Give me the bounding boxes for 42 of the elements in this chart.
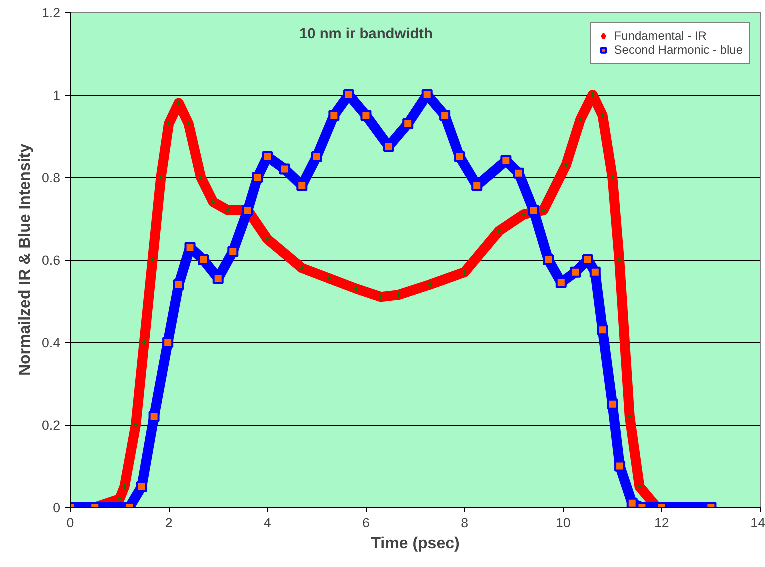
point xyxy=(570,266,582,278)
point xyxy=(360,110,372,122)
point xyxy=(402,118,414,130)
legend-label: Fundamental - IR xyxy=(614,29,707,43)
point xyxy=(198,254,210,266)
y-tick-label: 0.8 xyxy=(42,170,61,186)
point xyxy=(328,110,340,122)
y-tick-label: 0.2 xyxy=(42,418,61,433)
point xyxy=(173,279,184,290)
y-axis-title: Normailzed IR & Blue Intensity xyxy=(16,144,34,376)
point xyxy=(528,205,540,216)
y-tick-label: 1.2 xyxy=(42,6,61,20)
point xyxy=(440,110,451,122)
point xyxy=(590,266,601,278)
x-axis-title: Time (psec) xyxy=(371,536,460,552)
point xyxy=(252,172,264,183)
point xyxy=(454,151,466,162)
y-tick-label: 0.4 xyxy=(42,336,62,350)
point xyxy=(607,398,618,410)
point xyxy=(148,411,160,422)
point xyxy=(597,324,608,336)
x-tick-label: 6 xyxy=(362,516,370,530)
x-tick-label: 14 xyxy=(750,516,765,530)
point xyxy=(311,151,322,162)
point xyxy=(514,168,524,179)
point xyxy=(228,246,239,258)
x-tick-label: 12 xyxy=(654,516,670,530)
point xyxy=(279,164,290,175)
legend-label: Second Harmonic - blue xyxy=(614,43,743,57)
x-tick-label: 10 xyxy=(556,516,571,530)
point xyxy=(614,460,626,472)
y-tick-label: 1 xyxy=(53,88,61,103)
x-tick-label: 2 xyxy=(165,516,173,530)
point xyxy=(162,337,174,348)
y-tick-label: 0.6 xyxy=(42,253,61,268)
point xyxy=(543,254,554,266)
text: 10 nm ir bandwidth xyxy=(299,26,434,42)
point xyxy=(136,481,148,492)
x-tick-label: 8 xyxy=(461,516,468,530)
x-tick-label: 0 xyxy=(66,516,74,530)
x-tick-label: 4 xyxy=(264,516,272,530)
y-tick-label: 0 xyxy=(53,500,61,516)
